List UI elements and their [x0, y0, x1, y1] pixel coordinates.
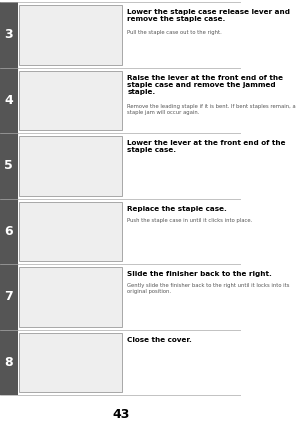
Text: 7: 7: [4, 290, 13, 303]
Text: Slide the finisher back to the right.: Slide the finisher back to the right.: [127, 271, 272, 277]
Bar: [19, 71, 122, 130]
Bar: [0, 133, 18, 198]
Text: 4: 4: [4, 94, 13, 107]
Bar: [19, 136, 122, 196]
Text: Pull the staple case out to the right.: Pull the staple case out to the right.: [127, 30, 222, 35]
Text: 43: 43: [112, 408, 129, 422]
Text: 5: 5: [4, 159, 13, 172]
Bar: [19, 267, 122, 326]
Text: Lower the lever at the front end of the
staple case.: Lower the lever at the front end of the …: [127, 140, 286, 153]
Bar: [19, 201, 122, 261]
Text: Push the staple case in until it clicks into place.: Push the staple case in until it clicks …: [127, 218, 252, 223]
Bar: [0, 198, 18, 264]
Text: Lower the staple case release lever and
remove the staple case.: Lower the staple case release lever and …: [127, 9, 290, 22]
Text: Replace the staple case.: Replace the staple case.: [127, 206, 227, 212]
Text: Raise the lever at the front end of the
staple case and remove the jammed
staple: Raise the lever at the front end of the …: [127, 74, 283, 95]
Bar: [0, 2, 18, 68]
Bar: [19, 332, 122, 392]
Text: 3: 3: [4, 28, 13, 41]
Text: 6: 6: [4, 225, 13, 238]
Bar: [0, 264, 18, 329]
Bar: [19, 5, 122, 65]
Text: 8: 8: [4, 356, 13, 369]
Text: Gently slide the finisher back to the right until it locks into its
original pos: Gently slide the finisher back to the ri…: [127, 283, 290, 295]
Text: Close the cover.: Close the cover.: [127, 337, 192, 343]
Bar: [0, 68, 18, 133]
Bar: [0, 329, 18, 395]
Text: Remove the leading staple if it is bent. If bent staples remain, a
staple jam wi: Remove the leading staple if it is bent.…: [127, 104, 296, 115]
